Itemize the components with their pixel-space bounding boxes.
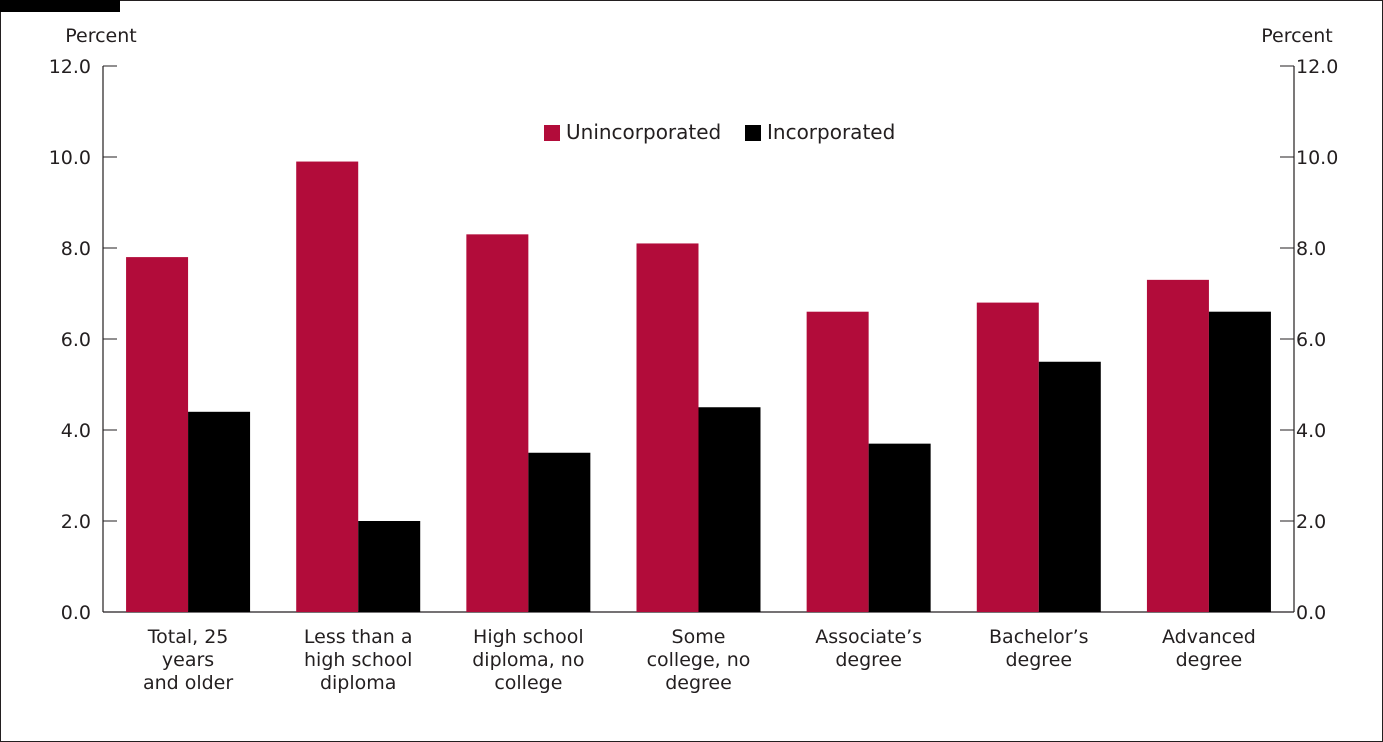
corner-tab [0,0,120,12]
category-label: Associate’s degree [815,626,922,671]
bar-unincorporated [466,234,529,612]
y-tick-label-right: 4.0 [1296,420,1326,442]
bar-incorporated [358,521,421,612]
bar-incorporated [868,443,931,612]
legend-swatch-incorporated [745,125,761,141]
y-tick-label-left: 10.0 [49,147,91,169]
category-label: High school diploma, no college [472,626,584,694]
category-label-line: and older [143,672,233,694]
category-label: Less than a high school diploma [304,626,413,694]
category-label-line: Bachelor’s [989,626,1089,648]
y-tick-label-right: 6.0 [1296,329,1326,351]
y-tick-label-left: 6.0 [61,329,91,351]
category-label-line: Advanced [1162,626,1256,648]
legend-swatch-unincorporated [544,125,560,141]
category-label-line: college, no [647,649,751,671]
bar-incorporated [698,407,761,612]
y-axis-unit-left: Percent [65,25,137,47]
bar-unincorporated [636,243,699,612]
category-label-line: High school [473,626,584,648]
bar-unincorporated [806,311,869,612]
category-label-line: Total, 25 [147,626,229,648]
category-label-line: high school [304,649,412,671]
y-tick-label-right: 10.0 [1296,147,1338,169]
y-tick-label-right: 8.0 [1296,238,1326,260]
category-label-line: Some [672,626,726,648]
category-label: Some college, no degree [647,626,751,694]
bar-incorporated [1038,361,1101,612]
category-label-line: degree [1005,649,1072,671]
y-tick-label-right: 12.0 [1296,56,1338,78]
bar-unincorporated [976,302,1039,612]
category-label-line: Associate’s [815,626,922,648]
y-tick-label-left: 2.0 [61,511,91,533]
category-label: Bachelor’s degree [989,626,1089,671]
category-label-line: Less than a [304,626,413,648]
category-label-line: degree [835,649,902,671]
category-label: Advanced degree [1162,626,1256,671]
bar-incorporated [188,411,251,612]
bars [126,161,1271,613]
bar-incorporated [528,452,591,612]
category-labels: Total, 25 years and older Less than a high s… [143,626,1256,694]
category-label: Total, 25 years and older [143,626,233,694]
y-tick-label-left: 8.0 [61,238,91,260]
legend-label-unincorporated: Unincorporated [566,120,721,144]
y-tick-label-left: 12.0 [49,56,91,78]
bar-incorporated [1208,311,1271,612]
category-label-line: diploma [320,672,396,694]
bar-unincorporated [296,161,359,613]
y-tick-label-left: 4.0 [61,420,91,442]
bar-unincorporated [1146,279,1209,612]
y-tick-label-right: 2.0 [1296,511,1326,533]
tick-labels: 0.0 0.0 2.0 2.0 4.0 4.0 6.0 6.0 8.0 8.0 10.0 10.0 12… [49,56,1339,624]
category-label-line: diploma, no [472,649,584,671]
y-tick-label-right: 0.0 [1296,602,1326,624]
category-label-line: degree [1176,649,1243,671]
y-axis-unit-right: Percent [1261,25,1333,47]
bar-unincorporated [126,257,189,612]
category-label-line: college [494,672,562,694]
legend: Unincorporated Incorporated [544,120,895,144]
category-label-line: degree [665,672,732,694]
category-label-line: years [162,649,214,671]
y-tick-label-left: 0.0 [61,602,91,624]
legend-label-incorporated: Incorporated [767,120,895,144]
